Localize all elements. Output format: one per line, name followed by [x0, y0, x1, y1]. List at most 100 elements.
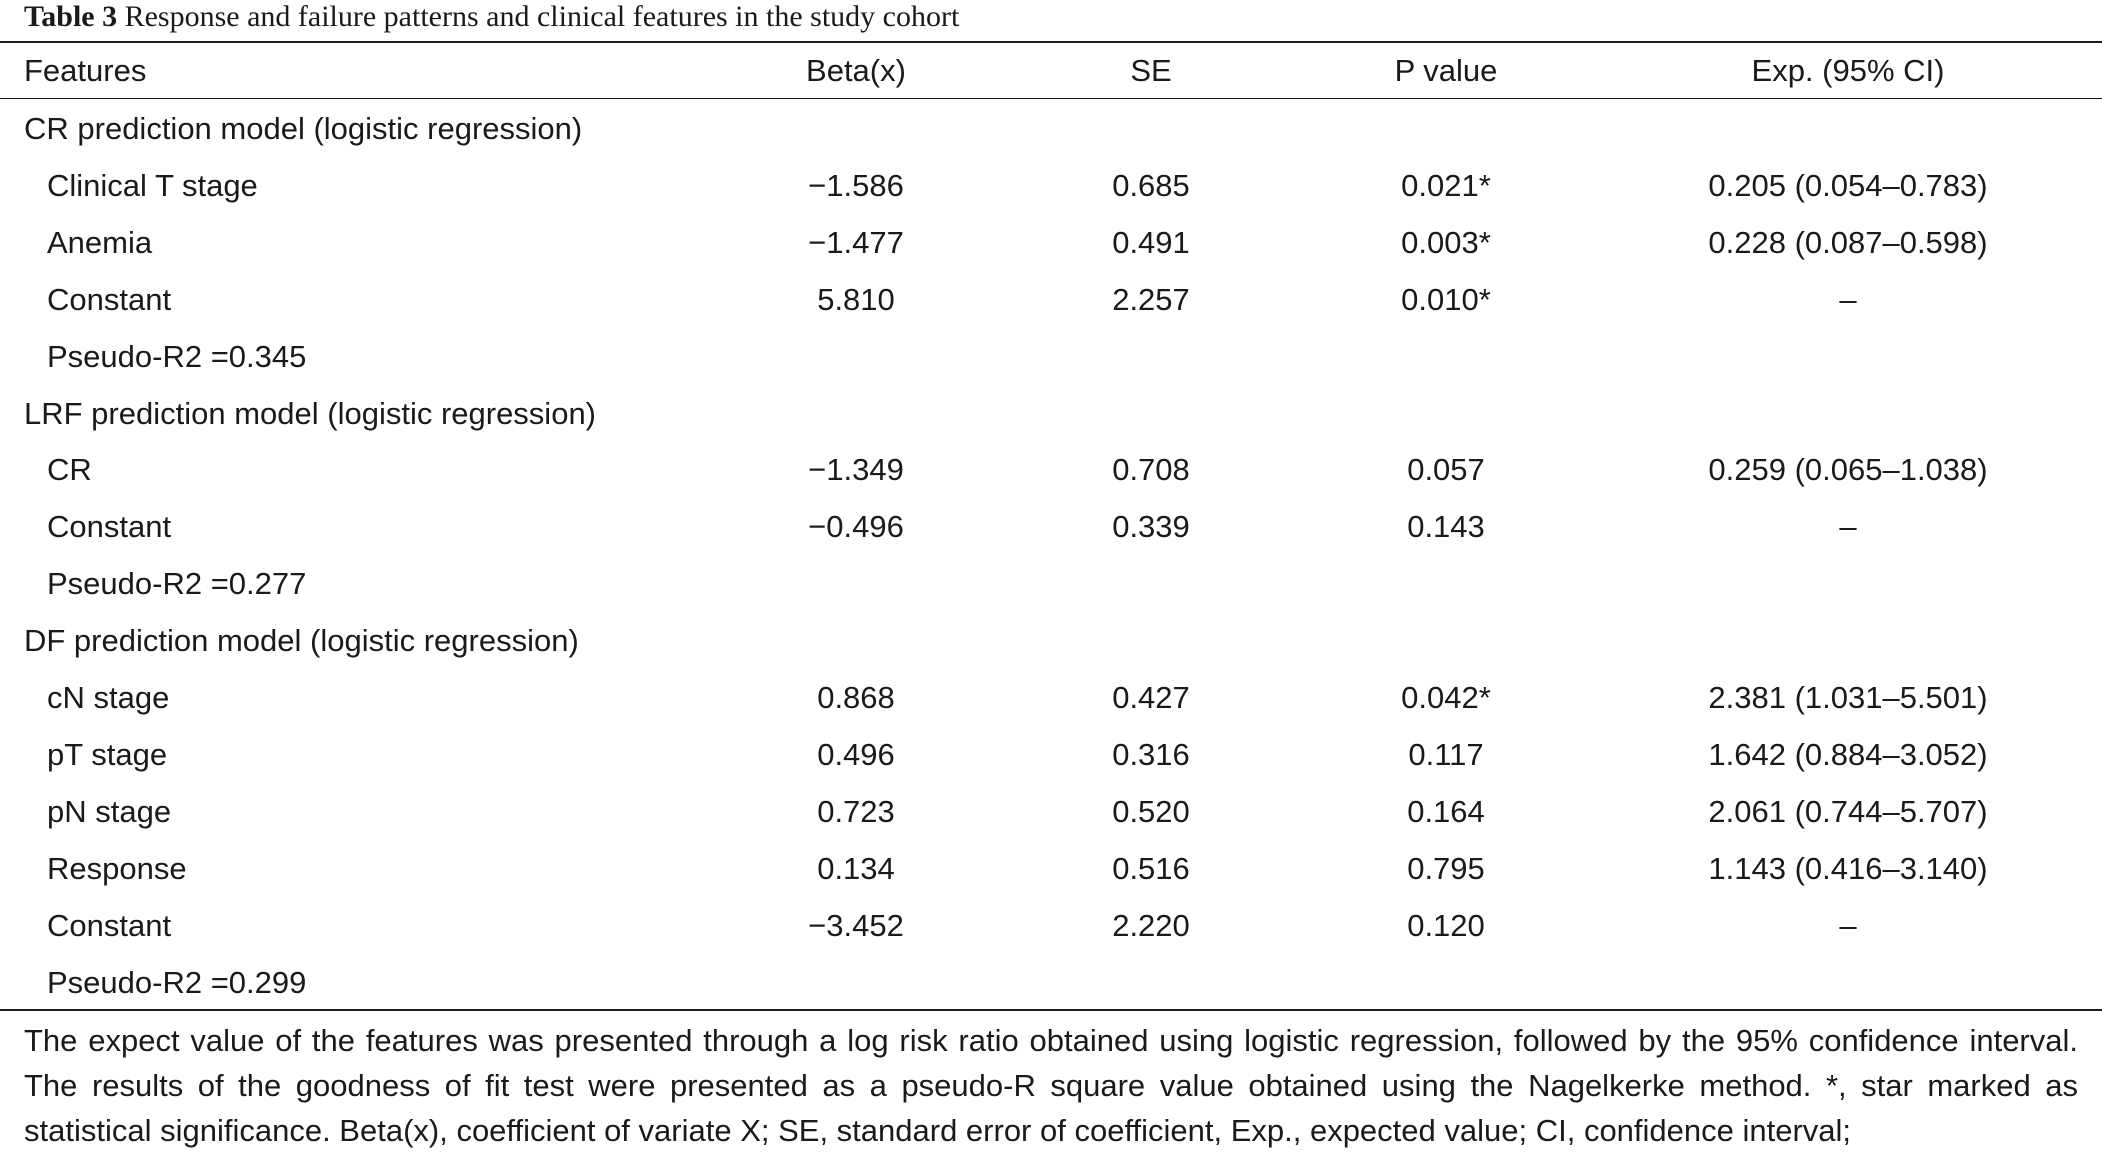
feature-label: LRF prediction model (logistic regressio…	[24, 395, 597, 431]
p-value	[1346, 954, 1546, 1011]
se-value: 0.339	[1112, 509, 1190, 545]
beta-value: −3.452	[808, 907, 904, 943]
beta-value	[756, 612, 956, 669]
se-value	[1051, 385, 1251, 442]
p-value: 0.042*	[1401, 680, 1491, 715]
feature-label: cN stage	[47, 680, 170, 715]
se-value	[1051, 328, 1251, 385]
se-value: 0.685	[1112, 167, 1190, 203]
beta-value: 0.723	[817, 793, 895, 829]
se-value	[1051, 612, 1251, 669]
table-row: Anemia −1.477 0.491 0.003* 0.228 (0.087–0.59…	[0, 214, 2102, 271]
se-value: 0.427	[1112, 680, 1190, 715]
se-value	[1051, 555, 1251, 612]
p-value	[1346, 555, 1546, 612]
p-value: 0.021*	[1401, 167, 1491, 203]
table-row: Clinical T stage −1.586 0.685 0.021* 0.205 (…	[0, 157, 2102, 214]
exp-ci-value: 0.228 (0.087–0.598)	[1708, 224, 1988, 260]
feature-label: DF prediction model (logistic regression…	[24, 623, 579, 659]
feature-label: Clinical T stage	[47, 167, 258, 203]
table-row: Pseudo-R2 =0.299	[0, 954, 2102, 1011]
table-row: Constant −3.452 2.220 0.120 –	[0, 897, 2102, 954]
p-value	[1346, 328, 1546, 385]
beta-value	[756, 385, 956, 442]
feature-label: Response	[47, 850, 187, 886]
beta-value: 5.810	[817, 281, 895, 317]
table-row: Constant −0.496 0.339 0.143 –	[0, 498, 2102, 555]
exp-ci-value: –	[1839, 281, 1857, 317]
se-value: 0.516	[1112, 850, 1190, 886]
exp-ci-value	[1598, 555, 2098, 612]
table-footnote: The expect value of the features was pre…	[24, 1023, 2078, 1148]
exp-ci-value	[1598, 100, 2098, 157]
exp-ci-value	[1598, 954, 2098, 1011]
section-row: CR prediction model (logistic regression…	[0, 100, 2102, 157]
beta-value: 0.134	[817, 850, 895, 886]
exp-ci-value: 0.259 (0.065–1.038)	[1708, 452, 1988, 488]
p-value: 0.003*	[1401, 224, 1491, 260]
feature-label: pT stage	[47, 736, 168, 772]
top-rule	[0, 41, 2102, 43]
se-value	[1051, 954, 1251, 1011]
table-caption: Table 3 Response and failure patterns an…	[24, 0, 959, 38]
table-row: Pseudo-R2 =0.277	[0, 555, 2102, 612]
beta-value: −1.477	[808, 224, 904, 260]
beta-value	[756, 100, 956, 157]
exp-ci-value	[1598, 328, 2098, 385]
se-value	[1051, 100, 1251, 157]
feature-label: Constant	[47, 509, 172, 545]
feature-label: Constant	[47, 281, 172, 317]
beta-value	[756, 954, 956, 1011]
caption-text: Response and failure patterns and clinic…	[117, 0, 960, 33]
header-p-value: P value	[1394, 53, 1498, 88]
beta-value: 0.868	[817, 680, 895, 715]
p-value: 0.143	[1407, 509, 1485, 545]
p-value	[1346, 385, 1546, 442]
feature-label: Pseudo-R2 =0.345	[47, 338, 307, 374]
table-row: Pseudo-R2 =0.345	[0, 328, 2102, 385]
beta-value: −1.586	[808, 167, 904, 203]
se-value: 2.257	[1112, 281, 1190, 317]
p-value	[1346, 612, 1546, 669]
exp-ci-value: 2.381 (1.031–5.501)	[1708, 680, 1988, 715]
p-value: 0.010*	[1401, 281, 1491, 317]
header-se: SE	[1130, 53, 1172, 88]
exp-ci-value: 0.205 (0.054–0.783)	[1708, 167, 1988, 203]
table-row: pT stage 0.496 0.316 0.117 1.642 (0.884–3.05…	[0, 726, 2102, 783]
feature-label: Pseudo-R2 =0.277	[47, 566, 307, 602]
exp-ci-value	[1598, 612, 2098, 669]
beta-value	[756, 328, 956, 385]
table-row: Constant 5.810 2.257 0.010* –	[0, 271, 2102, 328]
beta-value: −1.349	[808, 452, 904, 488]
table-header-row: Features Beta(x) SE P value Exp. (95% CI…	[0, 42, 2102, 99]
feature-label: Constant	[47, 907, 172, 943]
section-row: LRF prediction model (logistic regressio…	[0, 385, 2102, 442]
p-value: 0.120	[1407, 907, 1485, 943]
feature-label: Pseudo-R2 =0.299	[47, 964, 307, 1000]
table-row: cN stage 0.868 0.427 0.042* 2.381 (1.031–5.5…	[0, 669, 2102, 726]
beta-value: 0.496	[817, 736, 895, 772]
header-features: Features	[24, 53, 147, 88]
p-value: 0.057	[1407, 452, 1485, 488]
se-value: 0.316	[1112, 736, 1190, 772]
se-value: 0.520	[1112, 793, 1190, 829]
bottom-rule	[0, 1009, 2102, 1011]
caption-label: Table 3	[24, 0, 118, 33]
p-value: 0.164	[1407, 793, 1485, 829]
section-row: DF prediction model (logistic regression…	[0, 612, 2102, 669]
table-row: pN stage 0.723 0.520 0.164 2.061 (0.744–5.70…	[0, 783, 2102, 840]
p-value: 0.117	[1408, 736, 1484, 772]
header-exp-ci: Exp. (95% CI)	[1751, 53, 1945, 88]
p-value	[1346, 100, 1546, 157]
beta-value: −0.496	[808, 509, 904, 545]
table-row: CR −1.349 0.708 0.057 0.259 (0.065–1.038)	[0, 441, 2102, 498]
exp-ci-value: 1.143 (0.416–3.140)	[1708, 850, 1988, 886]
header-rule	[0, 98, 2102, 99]
feature-label: CR	[47, 452, 92, 488]
se-value: 0.708	[1112, 452, 1190, 488]
exp-ci-value: –	[1839, 509, 1857, 545]
p-value: 0.795	[1407, 850, 1485, 886]
beta-value	[756, 555, 956, 612]
exp-ci-value: –	[1839, 907, 1857, 943]
exp-ci-value	[1598, 385, 2098, 442]
